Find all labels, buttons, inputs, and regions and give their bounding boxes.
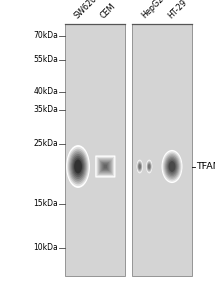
Text: 25kDa: 25kDa <box>33 140 58 148</box>
Ellipse shape <box>148 165 150 168</box>
Ellipse shape <box>147 162 151 171</box>
Ellipse shape <box>171 165 173 168</box>
Ellipse shape <box>138 164 141 169</box>
Text: HepG2: HepG2 <box>140 0 166 20</box>
Ellipse shape <box>148 164 150 169</box>
FancyBboxPatch shape <box>97 157 114 176</box>
Ellipse shape <box>67 147 89 186</box>
Bar <box>132 24 192 276</box>
Ellipse shape <box>72 156 84 177</box>
FancyBboxPatch shape <box>103 163 108 170</box>
FancyBboxPatch shape <box>100 161 111 172</box>
Ellipse shape <box>139 164 141 169</box>
Ellipse shape <box>137 160 143 173</box>
Ellipse shape <box>161 150 183 183</box>
Ellipse shape <box>146 160 152 173</box>
Ellipse shape <box>77 165 79 168</box>
Text: HT-29: HT-29 <box>167 0 189 20</box>
Text: 35kDa: 35kDa <box>33 105 58 114</box>
Ellipse shape <box>71 154 85 179</box>
FancyBboxPatch shape <box>95 155 115 178</box>
Bar <box>64 24 125 276</box>
FancyBboxPatch shape <box>99 159 112 174</box>
Text: CEM: CEM <box>99 2 118 20</box>
Ellipse shape <box>148 164 150 169</box>
FancyBboxPatch shape <box>101 162 109 171</box>
Text: 70kDa: 70kDa <box>33 32 58 40</box>
Ellipse shape <box>167 158 177 175</box>
Ellipse shape <box>74 159 82 174</box>
Ellipse shape <box>69 150 87 183</box>
Ellipse shape <box>169 161 175 172</box>
Ellipse shape <box>73 158 83 175</box>
Text: SW620: SW620 <box>72 0 98 20</box>
Ellipse shape <box>148 164 150 169</box>
Ellipse shape <box>139 165 140 168</box>
FancyBboxPatch shape <box>104 165 107 168</box>
Ellipse shape <box>169 161 175 172</box>
Ellipse shape <box>137 161 142 172</box>
Ellipse shape <box>139 165 141 168</box>
Ellipse shape <box>149 165 150 168</box>
Ellipse shape <box>147 161 152 172</box>
Ellipse shape <box>70 152 86 181</box>
FancyBboxPatch shape <box>98 158 113 175</box>
Ellipse shape <box>76 163 80 170</box>
Ellipse shape <box>139 164 141 169</box>
Ellipse shape <box>164 154 180 179</box>
Text: 40kDa: 40kDa <box>33 87 58 96</box>
Ellipse shape <box>74 160 82 173</box>
Ellipse shape <box>137 160 143 173</box>
Text: TFAM: TFAM <box>196 162 215 171</box>
Ellipse shape <box>163 153 181 180</box>
Ellipse shape <box>162 151 182 182</box>
Ellipse shape <box>146 160 152 173</box>
Ellipse shape <box>169 162 175 171</box>
Ellipse shape <box>147 161 152 172</box>
Ellipse shape <box>75 161 81 172</box>
Text: 10kDa: 10kDa <box>33 243 58 252</box>
Ellipse shape <box>166 157 178 176</box>
Ellipse shape <box>147 163 151 170</box>
Ellipse shape <box>138 162 142 171</box>
Ellipse shape <box>168 160 176 173</box>
Text: 55kDa: 55kDa <box>33 56 58 64</box>
Ellipse shape <box>68 148 88 184</box>
Ellipse shape <box>138 163 141 170</box>
Ellipse shape <box>148 163 151 170</box>
Ellipse shape <box>138 163 141 170</box>
Ellipse shape <box>165 155 179 178</box>
Ellipse shape <box>66 145 90 188</box>
Text: 15kDa: 15kDa <box>33 200 58 208</box>
Ellipse shape <box>137 161 142 172</box>
Ellipse shape <box>170 164 174 169</box>
